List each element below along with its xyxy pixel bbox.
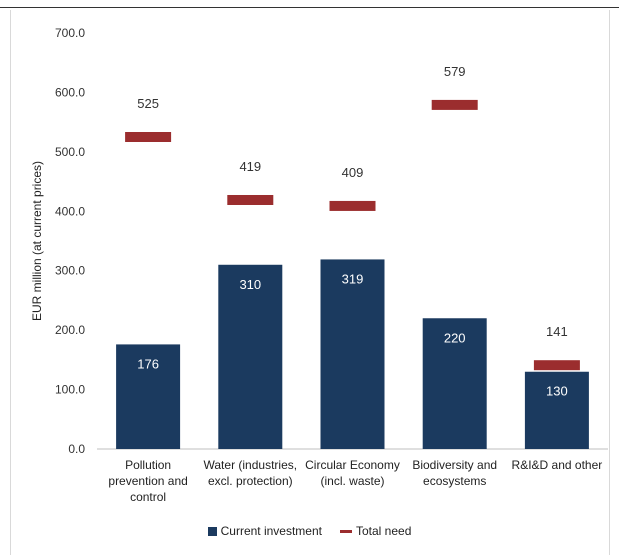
bar-value-label: 310 [239, 277, 261, 292]
legend-label-total-need: Total need [355, 524, 412, 538]
y-tick-label: 400.0 [55, 204, 85, 218]
marker-total-need [533, 360, 580, 371]
y-tick-label: 100.0 [55, 383, 85, 397]
x-category-label: Biodiversity and ecosystems [412, 458, 497, 488]
legend-item-total-need: Total need [339, 524, 412, 538]
marker-total-need [227, 194, 274, 205]
bar-value-label: 220 [444, 330, 466, 345]
y-tick-label: 700.0 [55, 26, 85, 40]
bar-current-investment [320, 259, 385, 449]
need-value-label: 409 [342, 165, 364, 180]
y-tick-label: 300.0 [55, 264, 85, 278]
y-tick-label: 600.0 [55, 85, 85, 99]
y-tick-label: 0.0 [68, 442, 85, 456]
legend: Current investment Total need [0, 524, 619, 538]
chart-frame [10, 10, 610, 555]
bar-value-label: 176 [137, 356, 159, 371]
y-tick-label: 200.0 [55, 323, 85, 337]
need-value-label: 141 [546, 324, 568, 339]
need-value-label: 579 [444, 64, 466, 79]
x-category-label: Circular Economy (incl. waste) [305, 458, 400, 488]
need-value-label: 419 [239, 159, 261, 174]
y-axis-title: EUR million (at current prices) [30, 161, 44, 321]
legend-swatch-marker [339, 529, 352, 533]
bar-value-label: 130 [546, 384, 568, 399]
top-rule [0, 7, 619, 8]
need-value-label: 525 [137, 96, 159, 111]
marker-total-need [125, 132, 172, 142]
x-category-label: R&I&D and other [512, 458, 603, 472]
bar-current-investment [218, 264, 283, 449]
x-category-label: Water (industries, excl. protection) [204, 458, 298, 488]
marker-total-need [329, 200, 376, 211]
marker-total-need [431, 99, 478, 110]
bar-value-label: 319 [342, 271, 364, 286]
legend-swatch-bar [207, 526, 217, 536]
legend-label-current-investment: Current investment [220, 524, 322, 538]
bar-current-investment [422, 318, 487, 449]
x-category-label: Pollution prevention and control [108, 458, 187, 504]
bar-current-investment [524, 371, 589, 449]
y-tick-label: 500.0 [55, 145, 85, 159]
legend-item-current-investment: Current investment [207, 524, 322, 538]
bar-current-investment [116, 344, 181, 449]
